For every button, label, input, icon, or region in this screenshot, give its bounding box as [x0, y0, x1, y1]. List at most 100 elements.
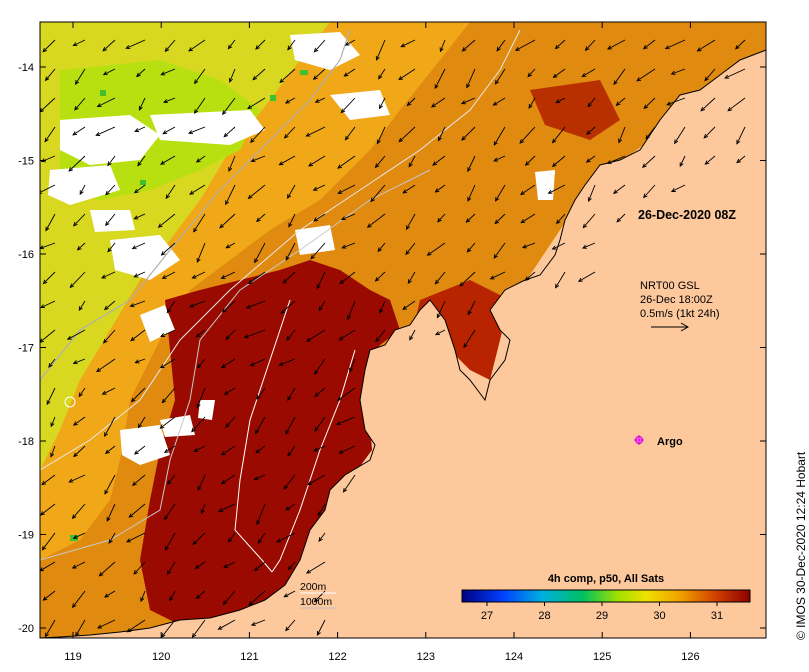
current-arrow	[398, 68, 416, 81]
current-arrow	[551, 242, 566, 250]
current-arrow	[285, 416, 296, 435]
current-arrow	[286, 329, 296, 341]
current-arrow	[310, 242, 326, 260]
current-arrow	[41, 532, 56, 551]
imos-credit: © IMOS 30-Dec-2020 12:24 Hobart	[794, 451, 808, 640]
y-tick-label: -16	[18, 249, 34, 261]
current-arrow	[520, 213, 536, 224]
current-arrow	[287, 445, 296, 457]
current-arrow	[377, 242, 386, 253]
current-arrow	[432, 155, 446, 166]
current-arrow	[426, 242, 446, 256]
current-arrow	[402, 300, 416, 310]
current-arrow	[125, 39, 146, 49]
current-arrow	[40, 97, 56, 113]
current-arrow	[434, 68, 446, 90]
current-arrow	[313, 39, 326, 53]
current-arrow	[50, 445, 56, 458]
current-arrow	[727, 97, 746, 112]
current-arrow	[161, 271, 176, 279]
current-arrow	[374, 271, 386, 282]
current-arrow	[169, 590, 176, 602]
current-arrow	[164, 39, 176, 53]
bathymetry-legend-200m: 200m	[300, 581, 327, 593]
current-arrow	[342, 474, 356, 493]
current-arrow	[519, 126, 536, 144]
y-tick-label: -19	[18, 530, 34, 542]
current-arrow	[162, 126, 176, 135]
sst-hot-east	[410, 280, 510, 380]
current-arrow	[69, 271, 86, 289]
current-arrow	[225, 184, 236, 206]
contour-200m	[234, 299, 291, 573]
current-arrow	[606, 155, 626, 165]
current-arrow	[439, 39, 446, 53]
colorbar-tick-label: 27	[481, 610, 493, 622]
current-arrow	[138, 97, 146, 111]
current-arrow	[554, 39, 566, 50]
current-arrow	[40, 503, 56, 516]
current-arrow	[105, 184, 116, 196]
current-arrow	[581, 68, 596, 78]
current-arrow	[734, 39, 746, 50]
current-arrow	[160, 68, 176, 76]
current-arrow	[253, 474, 266, 481]
current-arrow	[430, 97, 446, 108]
current-arrow	[247, 97, 266, 109]
current-arrow	[587, 97, 596, 108]
current-arrow	[438, 126, 446, 142]
current-arrow	[71, 561, 86, 569]
current-arrow	[195, 329, 206, 338]
current-arrow	[225, 242, 236, 249]
current-arrow	[337, 155, 356, 169]
y-tick-label: -20	[18, 623, 34, 635]
current-arrow	[193, 445, 206, 452]
x-tick-label: 126	[681, 651, 699, 663]
current-info-line2: 26-Dec 18:00Z	[640, 294, 713, 306]
current-arrow	[587, 184, 596, 203]
current-arrow	[524, 271, 536, 281]
current-arrow	[247, 184, 266, 200]
current-arrow	[189, 300, 206, 308]
current-arrow	[134, 358, 146, 364]
current-arrow	[137, 155, 146, 167]
current-arrow	[305, 561, 326, 574]
current-arrow	[195, 590, 206, 600]
current-arrow	[164, 503, 176, 521]
current-arrow	[317, 503, 326, 517]
current-arrow	[42, 271, 56, 285]
current-arrow	[160, 242, 176, 256]
current-arrow	[736, 155, 746, 164]
current-arrow	[736, 126, 746, 145]
x-axis: 119 120 121 122 123 124 125 126	[64, 22, 700, 663]
current-arrow	[318, 300, 326, 312]
y-tick-label: -15	[18, 156, 34, 168]
current-arrow	[493, 126, 506, 146]
current-arrow	[307, 474, 326, 486]
current-arrow	[704, 68, 716, 82]
current-arrow	[636, 68, 656, 82]
current-arrow	[103, 329, 116, 344]
plot-frame	[39, 21, 767, 639]
current-arrow	[402, 184, 416, 194]
current-arrow	[338, 445, 356, 454]
current-arrow	[105, 213, 116, 227]
current-arrow	[700, 97, 716, 112]
current-arrow	[66, 329, 86, 340]
current-arrow	[284, 97, 296, 104]
current-arrow	[78, 387, 86, 398]
current-arrow	[586, 126, 596, 135]
colorbar-tick-label: 30	[653, 610, 665, 622]
current-arrow	[376, 126, 386, 145]
current-arrow	[343, 68, 356, 77]
current-arrow	[400, 39, 416, 48]
current-arrow	[166, 561, 176, 575]
contour-1000m	[40, 29, 521, 471]
current-arrow	[489, 271, 506, 280]
current-arrow	[495, 184, 506, 202]
current-arrow	[101, 271, 116, 279]
coastline	[40, 49, 766, 638]
current-arrow	[461, 126, 476, 141]
current-arrow	[287, 387, 296, 402]
current-arrow	[104, 474, 116, 495]
